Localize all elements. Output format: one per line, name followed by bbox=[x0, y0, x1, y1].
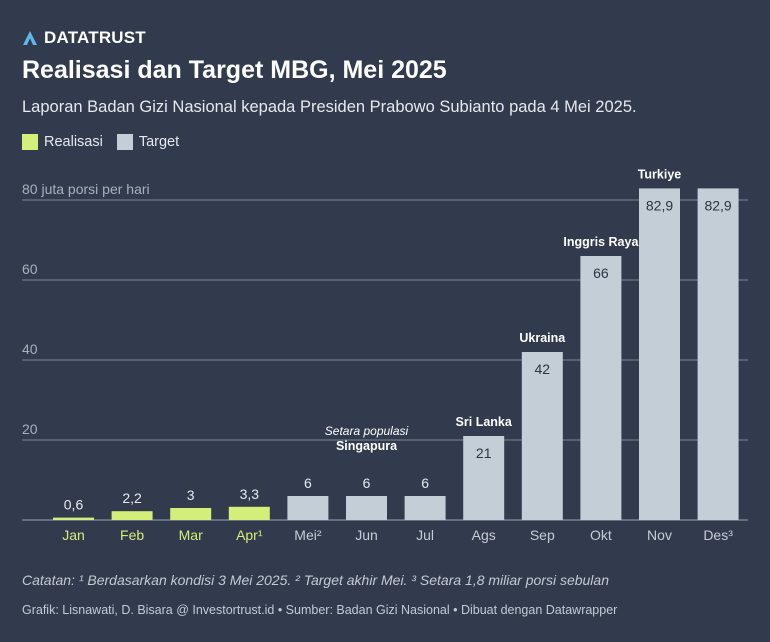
bar bbox=[697, 188, 739, 520]
bar bbox=[521, 352, 563, 520]
x-tick-label: Jan bbox=[62, 527, 85, 543]
bar-value-label: 82,9 bbox=[704, 197, 731, 213]
x-tick-label: Feb bbox=[120, 527, 144, 543]
legend-item-realisasi: Realisasi bbox=[22, 134, 103, 150]
x-tick-label: Jul bbox=[416, 527, 434, 543]
x-tick-label: Apr¹ bbox=[236, 527, 263, 543]
bar bbox=[463, 436, 505, 520]
bar-value-label: 66 bbox=[593, 265, 609, 281]
y-tick-label: 40 bbox=[22, 341, 38, 357]
bar bbox=[404, 496, 446, 520]
bar-value-label: 3 bbox=[187, 487, 195, 503]
bar-annotation: Turkiye bbox=[638, 167, 682, 181]
chart-subtitle: Laporan Badan Gizi Nasional kepada Presi… bbox=[22, 98, 637, 116]
bar-value-label: 6 bbox=[304, 475, 312, 491]
x-tick-label: Sep bbox=[530, 527, 555, 543]
bar bbox=[53, 517, 94, 520]
legend-label-realisasi: Realisasi bbox=[44, 134, 103, 150]
x-tick-label: Okt bbox=[590, 527, 612, 543]
footnote: Catatan: ¹ Berdasarkan kondisi 3 Mei 202… bbox=[22, 572, 609, 588]
bar bbox=[639, 188, 680, 520]
datatrust-logo-icon bbox=[23, 31, 37, 45]
bar-value-label: 82,9 bbox=[646, 197, 673, 213]
x-tick-label: Nov bbox=[647, 527, 672, 543]
bar-annotation: Singapura bbox=[336, 439, 398, 453]
bar bbox=[580, 256, 622, 520]
bar-annotation: Ukraina bbox=[519, 331, 566, 345]
x-tick-label: Jun bbox=[355, 527, 378, 543]
legend-item-target: Target bbox=[116, 134, 180, 150]
x-tick-label: Mar bbox=[179, 527, 203, 543]
x-tick-label: Ags bbox=[472, 527, 496, 543]
legend: Realisasi Target bbox=[22, 134, 193, 150]
y-tick-label: 20 bbox=[22, 421, 38, 437]
y-tick-label: 60 bbox=[22, 261, 38, 277]
bar-annotation: Inggris Raya bbox=[563, 235, 639, 249]
bar-value-label: 3,3 bbox=[240, 486, 260, 502]
credit-line: Grafik: Lisnawati, D. Bisara @ Investort… bbox=[22, 603, 618, 617]
bar-value-label: 21 bbox=[476, 445, 492, 461]
bar bbox=[346, 496, 387, 520]
bar-annotation: Setara populasi bbox=[325, 424, 409, 438]
legend-swatch-realisasi bbox=[22, 134, 38, 150]
bar-value-label: 2,2 bbox=[122, 490, 142, 506]
bar bbox=[287, 496, 329, 520]
bar-annotation: Sri Lanka bbox=[456, 415, 513, 429]
bar bbox=[111, 511, 153, 520]
bar-value-label: 6 bbox=[421, 475, 429, 491]
legend-swatch-target bbox=[116, 134, 133, 150]
legend-label-target: Target bbox=[138, 134, 180, 150]
bar-value-label: 42 bbox=[535, 361, 551, 377]
brand-name: DATATRUST bbox=[44, 28, 146, 47]
x-tick-label: Des³ bbox=[703, 527, 733, 543]
bar bbox=[170, 508, 212, 520]
brand: DATATRUST bbox=[22, 28, 146, 48]
bar bbox=[228, 506, 270, 520]
y-tick-label: 80 juta porsi per hari bbox=[22, 181, 150, 197]
bar-value-label: 0,6 bbox=[64, 497, 84, 513]
x-tick-label: Mei² bbox=[294, 527, 322, 543]
bar-value-label: 6 bbox=[363, 475, 371, 491]
chart-title: Realisasi dan Target MBG, Mei 2025 bbox=[22, 56, 447, 84]
